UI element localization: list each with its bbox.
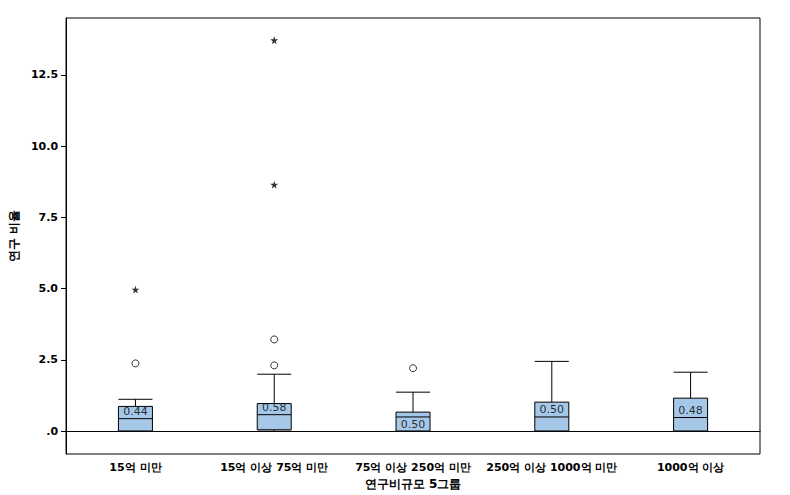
svg-text:5.0: 5.0 <box>39 282 59 295</box>
svg-text:.0: .0 <box>46 425 58 438</box>
svg-text:250억 이상 1000억 미만: 250억 이상 1000억 미만 <box>486 461 617 474</box>
svg-text:12.5: 12.5 <box>31 68 58 81</box>
svg-text:0.58: 0.58 <box>262 401 287 414</box>
svg-text:75억 이상 250억 미만: 75억 이상 250억 미만 <box>355 461 471 474</box>
svg-text:0.48: 0.48 <box>678 404 703 417</box>
svg-text:15억 미만: 15억 미만 <box>109 461 161 474</box>
svg-text:1000억 이상: 1000억 이상 <box>657 461 724 474</box>
svg-text:7.5: 7.5 <box>39 211 59 224</box>
svg-text:연구비규모 5그룹: 연구비규모 5그룹 <box>365 477 462 491</box>
svg-text:10.0: 10.0 <box>31 140 58 153</box>
svg-text:0.50: 0.50 <box>540 403 565 416</box>
svg-text:15억 이상 75억 미만: 15억 이상 75억 미만 <box>220 461 328 474</box>
svg-text:연구 비율: 연구 비율 <box>7 210 21 262</box>
svg-text:0.50: 0.50 <box>401 418 426 431</box>
svg-text:0.44: 0.44 <box>123 405 148 418</box>
svg-text:2.5: 2.5 <box>39 353 59 366</box>
